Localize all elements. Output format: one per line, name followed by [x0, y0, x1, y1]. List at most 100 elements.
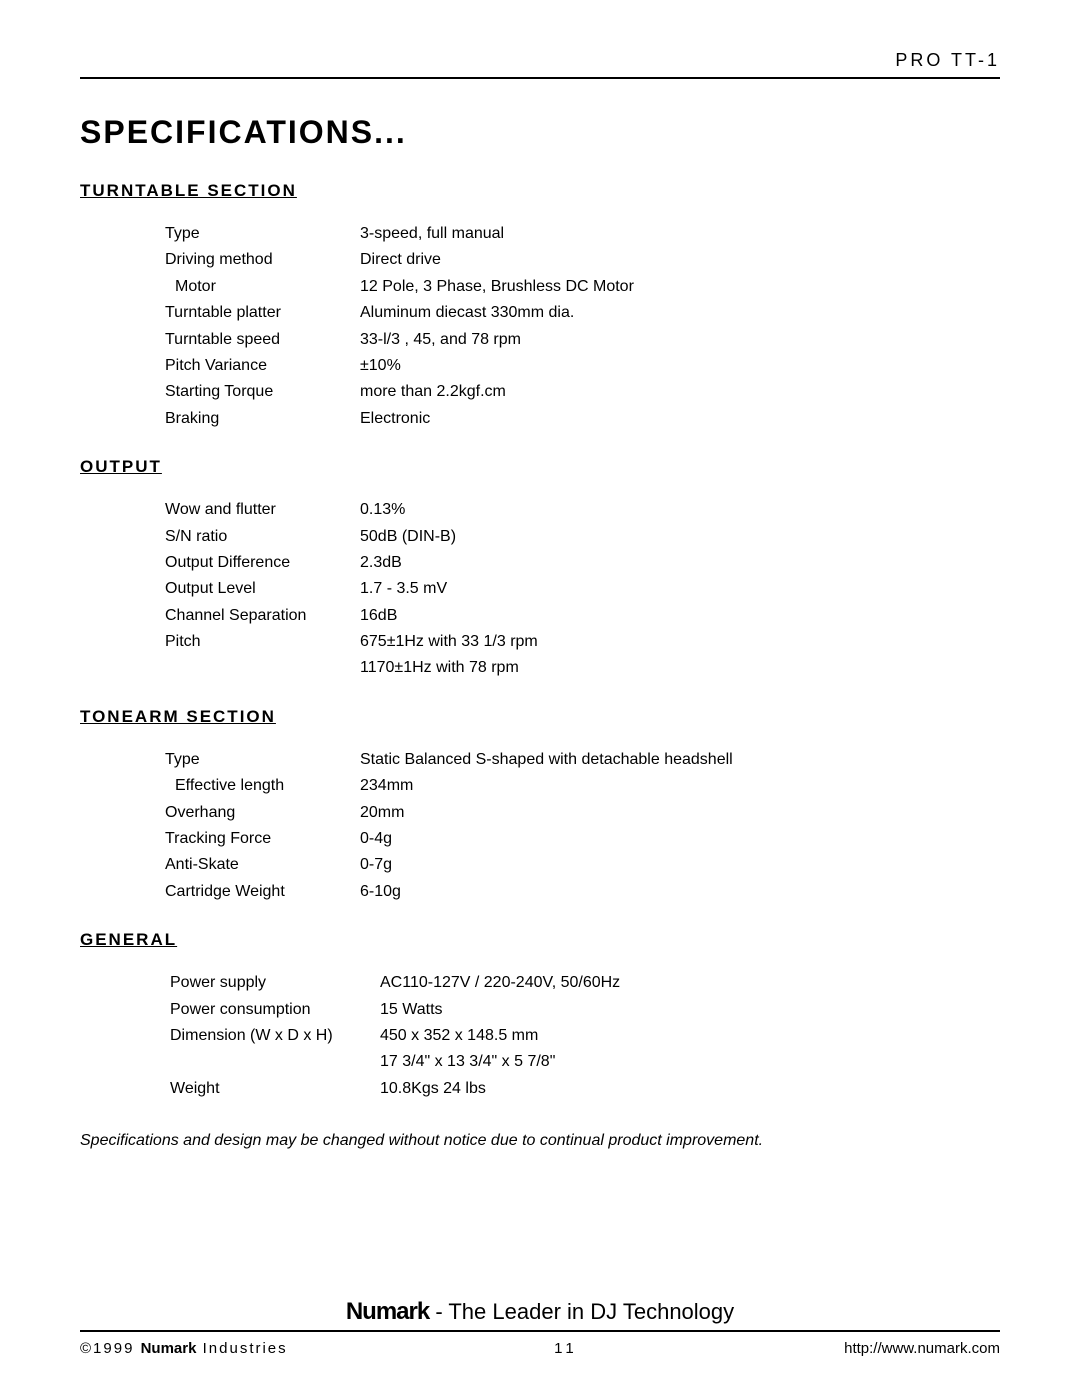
spec-value: Aluminum diecast 330mm dia.	[360, 300, 1000, 326]
tonearm-specs: TypeStatic Balanced S-shaped with detach…	[165, 747, 1000, 905]
spec-row: Output Difference2.3dB	[165, 550, 1000, 576]
spec-label: Output Difference	[165, 550, 360, 576]
model-name: PRO TT-1	[80, 50, 1000, 71]
spec-label: Turntable speed	[165, 327, 360, 353]
spec-row: Starting Torquemore than 2.2kgf.cm	[165, 379, 1000, 405]
general-specs: Power supplyAC110-127V / 220-240V, 50/60…	[170, 970, 1000, 1102]
spec-value: 15 Watts	[380, 997, 1000, 1023]
spec-label	[170, 1049, 380, 1075]
footer-tagline: Numark - The Leader in DJ Technology	[80, 1298, 1000, 1326]
spec-row: Power supplyAC110-127V / 220-240V, 50/60…	[170, 970, 1000, 996]
spec-label: Overhang	[165, 800, 360, 826]
spec-value: 1170±1Hz with 78 rpm	[360, 655, 1000, 681]
spec-row: Pitch675±1Hz with 33 1/3 rpm	[165, 629, 1000, 655]
footer-url: http://www.numark.com	[844, 1340, 1000, 1357]
section-turntable: TURNTABLE SECTION Type3-speed, full manu…	[80, 181, 1000, 432]
spec-row: Wow and flutter0.13%	[165, 497, 1000, 523]
turntable-specs: Type3-speed, full manualDriving methodDi…	[165, 221, 1000, 432]
spec-value: Direct drive	[360, 247, 1000, 273]
footer-divider	[80, 1330, 1000, 1332]
spec-value: 675±1Hz with 33 1/3 rpm	[360, 629, 1000, 655]
spec-label: Driving method	[165, 247, 360, 273]
section-heading-turntable: TURNTABLE SECTION	[80, 181, 1000, 201]
spec-value: Electronic	[360, 406, 1000, 432]
spec-value: 12 Pole, 3 Phase, Brushless DC Motor	[360, 274, 1000, 300]
spec-label: Pitch Variance	[165, 353, 360, 379]
spec-value: 1.7 - 3.5 mV	[360, 576, 1000, 602]
spec-label: Type	[165, 221, 360, 247]
spec-row: Power consumption15 Watts	[170, 997, 1000, 1023]
disclaimer-text: Specifications and design may be changed…	[80, 1132, 1000, 1150]
spec-row: S/N ratio50dB (DIN-B)	[165, 524, 1000, 550]
spec-label: Power consumption	[170, 997, 380, 1023]
brand-logo: Numark	[346, 1298, 429, 1325]
spec-value: 17 3/4" x 13 3/4" x 5 7/8"	[380, 1049, 1000, 1075]
spec-value: ±10%	[360, 353, 1000, 379]
copyright-year: ©1999	[80, 1340, 141, 1357]
spec-label: Power supply	[170, 970, 380, 996]
page-title: SPECIFICATIONS...	[80, 114, 1000, 151]
section-heading-output: OUTPUT	[80, 457, 1000, 477]
copyright-company: Industries	[196, 1340, 287, 1357]
spec-label: Weight	[170, 1076, 380, 1102]
spec-label: Channel Separation	[165, 603, 360, 629]
spec-label: Wow and flutter	[165, 497, 360, 523]
spec-row: BrakingElectronic	[165, 406, 1000, 432]
spec-value: 50dB (DIN-B)	[360, 524, 1000, 550]
spec-label: Braking	[165, 406, 360, 432]
spec-row: 17 3/4" x 13 3/4" x 5 7/8"	[170, 1049, 1000, 1075]
spec-label: Output Level	[165, 576, 360, 602]
spec-row: Type3-speed, full manual	[165, 221, 1000, 247]
spec-label: Anti-Skate	[165, 852, 360, 878]
spec-label: Tracking Force	[165, 826, 360, 852]
spec-value: AC110-127V / 220-240V, 50/60Hz	[380, 970, 1000, 996]
spec-row: Turntable speed33-l/3 , 45, and 78 rpm	[165, 327, 1000, 353]
spec-value: 6-10g	[360, 879, 1000, 905]
spec-label: Type	[165, 747, 360, 773]
footer-copyright: ©1999 Numark Industries	[80, 1340, 288, 1357]
spec-row: TypeStatic Balanced S-shaped with detach…	[165, 747, 1000, 773]
spec-row: Anti-Skate0-7g	[165, 852, 1000, 878]
spec-label: Motor	[165, 274, 360, 300]
header: PRO TT-1	[80, 50, 1000, 79]
spec-value: 234mm	[360, 773, 1000, 799]
spec-value: 16dB	[360, 603, 1000, 629]
spec-row: 1170±1Hz with 78 rpm	[165, 655, 1000, 681]
spec-row: Cartridge Weight6-10g	[165, 879, 1000, 905]
spec-row: Output Level1.7 - 3.5 mV	[165, 576, 1000, 602]
spec-row: Pitch Variance±10%	[165, 353, 1000, 379]
header-divider	[80, 77, 1000, 79]
section-tonearm: TONEARM SECTION TypeStatic Balanced S-sh…	[80, 707, 1000, 905]
spec-row: Dimension (W x D x H)450 x 352 x 148.5 m…	[170, 1023, 1000, 1049]
spec-label: Dimension (W x D x H)	[170, 1023, 380, 1049]
spec-value: more than 2.2kgf.cm	[360, 379, 1000, 405]
spec-label: Effective length	[165, 773, 360, 799]
footer-info-row: ©1999 Numark Industries 11 http://www.nu…	[80, 1340, 1000, 1357]
spec-row: Turntable platterAluminum diecast 330mm …	[165, 300, 1000, 326]
spec-label: Starting Torque	[165, 379, 360, 405]
spec-value: 450 x 352 x 148.5 mm	[380, 1023, 1000, 1049]
spec-row: Channel Separation16dB	[165, 603, 1000, 629]
spec-label: S/N ratio	[165, 524, 360, 550]
spec-value: 0.13%	[360, 497, 1000, 523]
output-specs: Wow and flutter0.13%S/N ratio50dB (DIN-B…	[165, 497, 1000, 682]
section-output: OUTPUT Wow and flutter0.13%S/N ratio50dB…	[80, 457, 1000, 682]
spec-label: Cartridge Weight	[165, 879, 360, 905]
spec-row: Tracking Force0-4g	[165, 826, 1000, 852]
section-general: GENERAL Power supplyAC110-127V / 220-240…	[80, 930, 1000, 1102]
section-heading-general: GENERAL	[80, 930, 1000, 950]
spec-row: Effective length234mm	[165, 773, 1000, 799]
spec-value: 20mm	[360, 800, 1000, 826]
page-number: 11	[554, 1340, 578, 1357]
spec-value: Static Balanced S-shaped with detachable…	[360, 747, 1000, 773]
spec-label: Turntable platter	[165, 300, 360, 326]
spec-label: Pitch	[165, 629, 360, 655]
spec-value: 2.3dB	[360, 550, 1000, 576]
spec-value: 10.8Kgs 24 lbs	[380, 1076, 1000, 1102]
spec-row: Weight10.8Kgs 24 lbs	[170, 1076, 1000, 1102]
brand-small: Numark	[141, 1340, 197, 1357]
footer: Numark - The Leader in DJ Technology ©19…	[80, 1298, 1000, 1357]
spec-value: 3-speed, full manual	[360, 221, 1000, 247]
spec-row: Overhang20mm	[165, 800, 1000, 826]
spec-row: Motor12 Pole, 3 Phase, Brushless DC Moto…	[165, 274, 1000, 300]
